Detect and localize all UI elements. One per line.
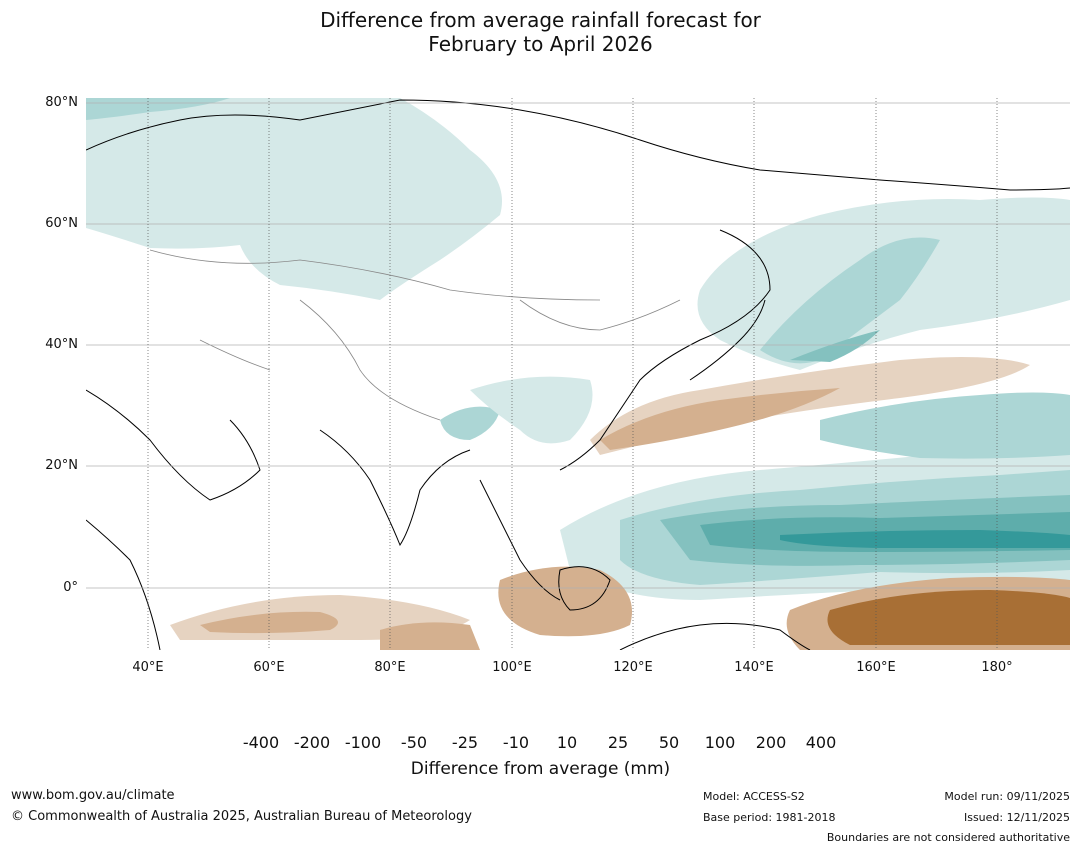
colorbar-title: Difference from average (mm) [410, 759, 671, 779]
lon-label-180: 180° [981, 660, 1013, 675]
colorbar-label: 400 [805, 733, 837, 752]
lon-label-140e: 140°E [734, 660, 774, 675]
contour-wet-china [470, 376, 593, 444]
footer-copyright: © Commonwealth of Australia 2025, Austra… [11, 809, 472, 824]
colorbar-label: -10 [502, 733, 530, 752]
footer-boundaries-note: Boundaries are not considered authoritat… [826, 831, 1070, 844]
colorbar-label: -100 [344, 733, 382, 752]
lon-label-60e: 60°E [253, 660, 285, 675]
contour-wet-nwpac-3 [790, 330, 880, 362]
colorbar-label: -400 [242, 733, 280, 752]
contour-dry-indo [498, 566, 632, 637]
footer-base-period: Base period: 1981-2018 [703, 811, 836, 824]
colorbar-label: 200 [755, 733, 787, 752]
footer-model: Model: ACCESS-S2 [703, 790, 805, 803]
footer-issued: Issued: 12/11/2025 [963, 811, 1070, 824]
lat-label-40n: 40°N [45, 337, 78, 352]
lat-label-0: 0° [63, 580, 78, 595]
coastline-eurasia-north [86, 99, 1070, 191]
colorbar-label: -25 [451, 733, 479, 752]
contour-dry-io-2 [200, 611, 338, 634]
coastline-africa-east [86, 519, 161, 650]
contour-wet-arctic [86, 98, 502, 300]
lat-label-80n: 80°N [45, 95, 78, 110]
lon-label-80e: 80°E [374, 660, 406, 675]
colorbar-label: 25 [607, 733, 629, 752]
lon-label-160e: 160°E [856, 660, 896, 675]
lat-label-20n: 20°N [45, 458, 78, 473]
country-borders [149, 249, 681, 421]
rainfall-contours [86, 98, 1070, 650]
contour-wet-tibet [440, 406, 500, 440]
colorbar-label: -50 [400, 733, 428, 752]
contour-wet-east-subtrop [820, 392, 1070, 459]
lon-label-40e: 40°E [132, 660, 164, 675]
contour-dry-subtrop-2 [600, 388, 840, 450]
title-line-2: February to April 2026 [428, 32, 653, 56]
coastline-borneo [558, 566, 611, 611]
contour-wet-arctic-2 [86, 98, 230, 120]
contour-dry-subtrop [590, 356, 1030, 455]
lon-label-100e: 100°E [492, 660, 532, 675]
contour-wet-nwpac-2 [760, 237, 940, 364]
footer-model-run: Model run: 09/11/2025 [944, 790, 1070, 803]
coastline-arabia [86, 389, 261, 501]
colorbar-label: 50 [658, 733, 680, 752]
map-title: Difference from average rainfall forecas… [0, 8, 1081, 56]
coastline-japan [689, 299, 766, 381]
footer-website-link[interactable]: www.bom.gov.au/climate [11, 788, 175, 803]
colorbar-label: 10 [556, 733, 578, 752]
colorbar-label: 100 [704, 733, 736, 752]
contour-dry-io-south [380, 622, 480, 650]
colorbar-label: -200 [293, 733, 331, 752]
title-line-1: Difference from average rainfall forecas… [320, 8, 761, 32]
gridlines [86, 98, 1070, 650]
contour-wet-trop-5 [780, 530, 1070, 548]
map-area [86, 98, 1070, 650]
coastline-se-asia [479, 479, 561, 601]
lon-label-120e: 120°E [613, 660, 653, 675]
coastline-india [319, 429, 471, 547]
contour-dry-south-east-2 [827, 590, 1070, 645]
coastline-east-asia [559, 229, 771, 471]
coastlines [86, 99, 1070, 650]
lat-label-60n: 60°N [45, 216, 78, 231]
coastline-australia-north [619, 622, 811, 650]
